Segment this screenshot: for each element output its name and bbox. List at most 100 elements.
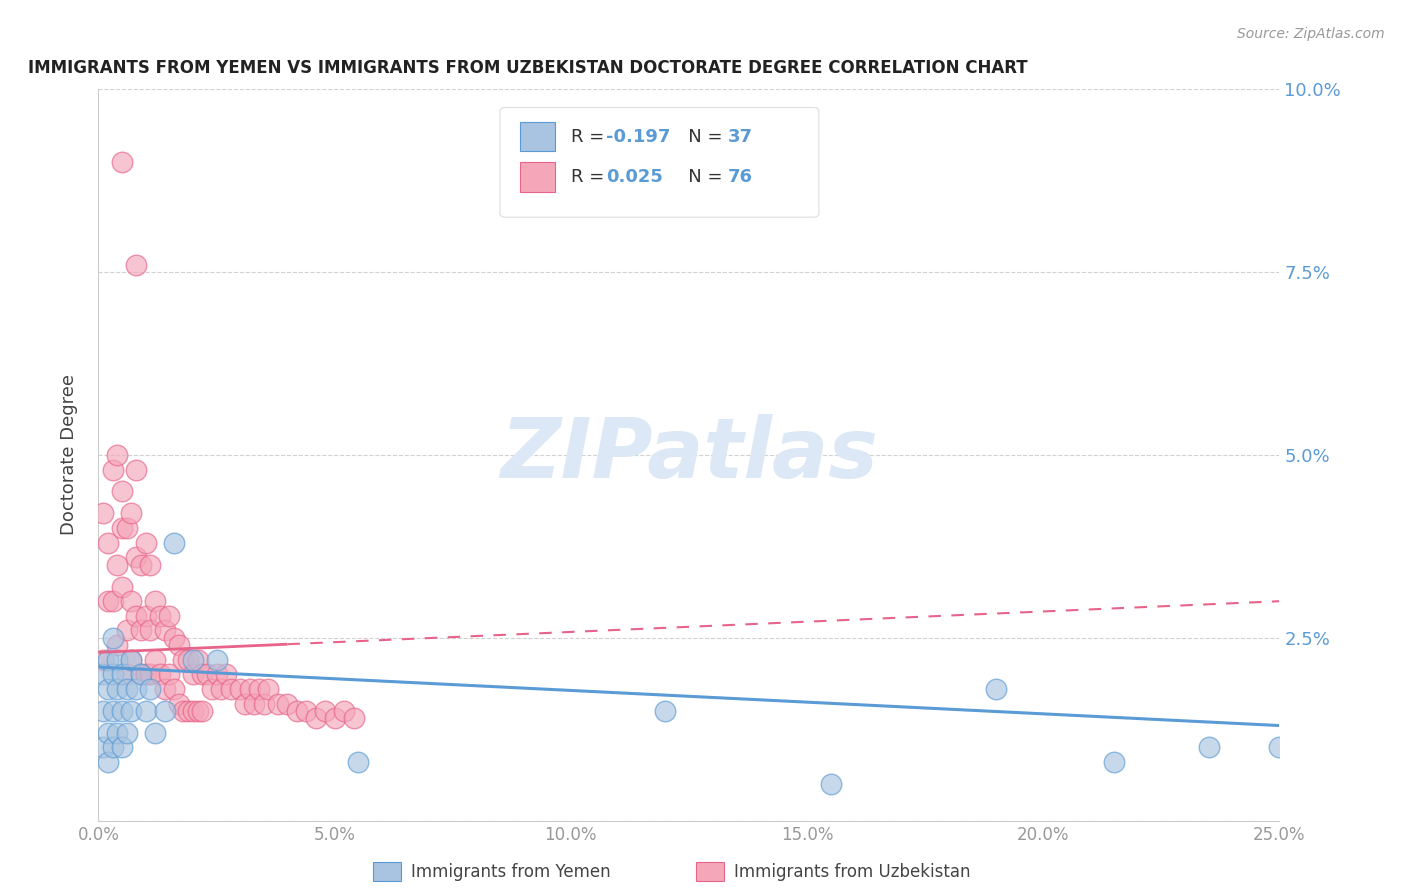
Point [101,667,124,681]
Point [135,704,157,718]
Point [314,704,336,718]
Point [97,681,120,696]
Text: ZIPatlas: ZIPatlas [501,415,877,495]
Point [820,777,842,791]
Point [111,521,134,535]
Point [139,681,162,696]
Point [181,704,204,718]
Point [105,558,128,572]
Text: Immigrants from Uzbekistan: Immigrants from Uzbekistan [734,863,970,881]
Point [253,697,276,711]
Point [115,667,138,681]
Point [1102,755,1125,769]
Point [91,667,114,681]
Point [97,594,120,608]
Point [153,624,176,638]
Point [111,667,134,681]
Point [129,667,152,681]
Point [121,594,143,608]
Point [111,155,134,169]
Point [91,507,114,521]
Point [276,697,298,711]
Text: N =: N = [671,168,728,186]
Point [91,704,114,718]
Point [654,704,676,718]
Point [143,726,166,740]
Point [219,681,242,696]
Point [295,704,318,718]
Point [121,653,143,667]
Point [305,711,328,725]
Point [101,462,124,476]
Point [105,448,128,462]
Point [257,681,280,696]
Point [205,667,228,681]
Point [187,653,209,667]
Point [191,667,214,681]
Text: R =: R = [571,128,610,145]
Text: IMMIGRANTS FROM YEMEN VS IMMIGRANTS FROM UZBEKISTAN DOCTORATE DEGREE CORRELATION: IMMIGRANTS FROM YEMEN VS IMMIGRANTS FROM… [28,59,1028,77]
Point [195,667,218,681]
Point [129,667,152,681]
Point [115,521,138,535]
Point [115,681,138,696]
Point [97,755,120,769]
Point [97,653,120,667]
Point [111,580,134,594]
Point [243,697,266,711]
Point [215,667,238,681]
Point [239,681,262,696]
Point [157,667,180,681]
Point [209,681,232,696]
Point [187,704,209,718]
Point [135,608,157,623]
Point [149,608,172,623]
Point [177,653,200,667]
Point [105,726,128,740]
Point [125,550,148,565]
Point [105,681,128,696]
Point [167,697,190,711]
Point [347,755,370,769]
Point [101,740,124,755]
Point [333,704,356,718]
Y-axis label: Doctorate Degree: Doctorate Degree [59,375,77,535]
Point [167,638,190,652]
Point [125,462,148,476]
Text: Source: ZipAtlas.com: Source: ZipAtlas.com [1237,27,1385,41]
Text: -0.197: -0.197 [606,128,671,145]
Point [177,704,200,718]
Point [135,667,157,681]
Point [153,704,176,718]
FancyBboxPatch shape [520,122,555,152]
Point [97,535,120,549]
Point [139,624,162,638]
Point [163,681,186,696]
Point [163,631,186,645]
Point [125,258,148,272]
Text: 0.025: 0.025 [606,168,664,186]
Point [191,704,214,718]
Point [91,740,114,755]
Point [181,667,204,681]
Point [157,608,180,623]
Point [135,535,157,549]
Point [115,624,138,638]
Point [121,704,143,718]
Point [101,631,124,645]
Point [247,681,270,696]
Point [139,558,162,572]
Point [233,697,256,711]
Point [153,681,176,696]
Point [205,653,228,667]
Point [172,704,194,718]
Point [1268,740,1291,755]
Point [143,653,166,667]
Point [111,740,134,755]
Point [149,667,172,681]
Point [125,681,148,696]
Text: 37: 37 [728,128,754,145]
Text: 76: 76 [728,168,754,186]
Point [984,681,1007,696]
Point [267,697,290,711]
